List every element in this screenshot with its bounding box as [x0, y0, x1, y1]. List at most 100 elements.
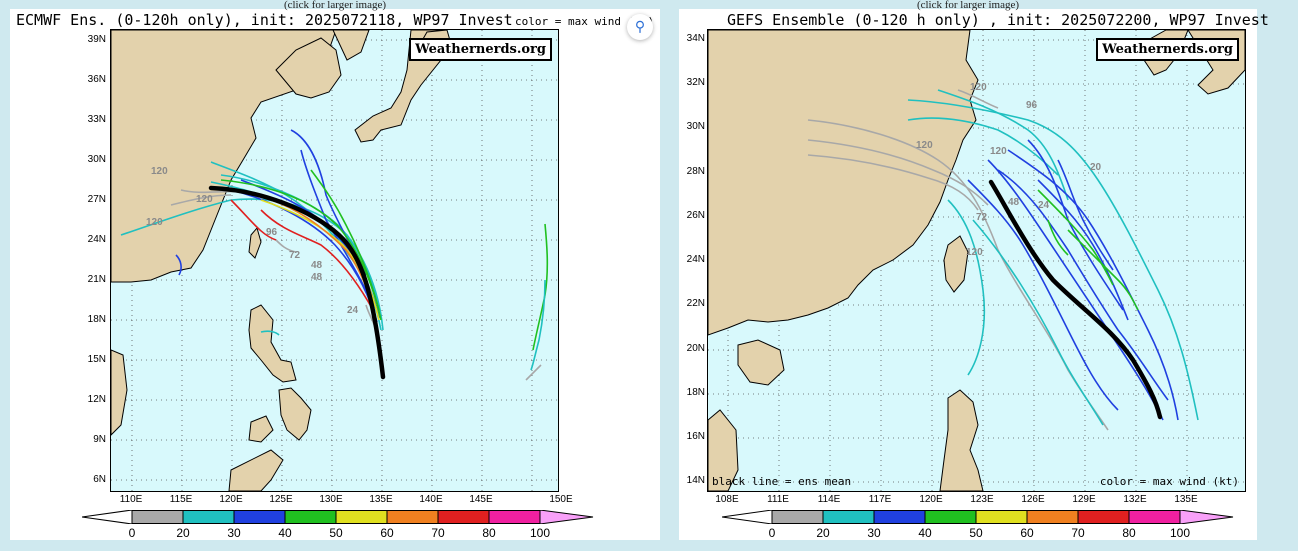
gefs-map-graphic: 120 96 120 120 72 48 24 20 120	[708, 30, 1245, 491]
ecmwf-ens-mean-track	[208, 185, 386, 380]
gefs-caption[interactable]: (click for larger image)	[916, 0, 1020, 11]
ecmwf-land	[111, 30, 452, 491]
ecmwf-map[interactable]: 120 120 120 96 72 48 48 24 Weathernerds.…	[110, 29, 559, 492]
colorbar-swatch	[771, 510, 824, 524]
lat-label: 26N	[686, 210, 705, 221]
ecmwf-color-note: color = max wind (kt)	[515, 15, 655, 28]
colorbar-swatch	[284, 510, 337, 524]
lat-label: 14N	[686, 475, 705, 486]
gefs-hour-label: 96	[1026, 100, 1038, 111]
lat-label: 39N	[87, 34, 106, 45]
ecmwf-caption[interactable]: (click for larger image)	[283, 0, 387, 11]
lat-label: 33N	[87, 114, 106, 125]
gefs-ens-mean-track	[988, 179, 1163, 420]
lon-label: 145E	[469, 494, 493, 505]
colorbar-swatch	[924, 510, 977, 524]
gefs-land	[708, 30, 1245, 491]
lat-label: 32N	[686, 77, 705, 88]
colorbar-label: 0	[128, 526, 136, 540]
ecmwf-map-graphic: 120 120 120 96 72 48 48 24	[111, 30, 558, 491]
colorbar-label: 20	[176, 526, 190, 540]
ecmwf-hour-label: 96	[266, 227, 278, 238]
ecmwf-hour-label: 120	[196, 194, 213, 205]
colorbar-label: 60	[1020, 526, 1034, 540]
lon-label: 150E	[549, 494, 573, 505]
gefs-hour-label: 48	[1008, 197, 1020, 208]
colorbar-label: 40	[918, 526, 932, 540]
gefs-legend-note: black line = ens mean	[712, 475, 852, 488]
colorbar-label: 70	[1071, 526, 1085, 540]
colorbar-label: 80	[482, 526, 496, 540]
gefs-watermark: Weathernerds.org	[1096, 38, 1239, 61]
lon-label: 140E	[419, 494, 443, 505]
lat-label: 30N	[87, 154, 106, 165]
lon-label: 135E	[1174, 494, 1198, 505]
lat-label: 24N	[686, 254, 705, 265]
colorbar-label: 70	[431, 526, 445, 540]
ecmwf-hour-label: 48	[311, 272, 323, 283]
colorbar-label: 80	[1122, 526, 1136, 540]
lat-label: 36N	[87, 74, 106, 85]
colorbar-swatch	[335, 510, 388, 524]
ecmwf-hour-label: 72	[289, 250, 301, 261]
colorbar-label: 60	[380, 526, 394, 540]
colorbar-swatch	[233, 510, 286, 524]
gefs-map[interactable]: 120 96 120 120 72 48 24 20 120 Weatherne…	[707, 29, 1246, 492]
gefs-hour-label: 72	[976, 212, 988, 223]
colorbar-swatch	[488, 510, 541, 524]
ecmwf-colorbar	[82, 510, 594, 524]
ecmwf-hour-labels: 120 120 120 96 72 48 48 24	[146, 166, 359, 316]
gefs-hour-label: 120	[990, 146, 1007, 157]
colorbar-swatch	[437, 510, 490, 524]
lon-label: 117E	[868, 494, 892, 505]
colorbar-label: 0	[768, 526, 776, 540]
ecmwf-hour-label: 48	[311, 260, 323, 271]
gefs-hour-labels: 120 96 120 120 72 48 24 20 120	[916, 82, 1102, 258]
ecmwf-hour-label: 120	[151, 166, 168, 177]
colorbar-label: 30	[227, 526, 241, 540]
colorbar-label: 100	[1169, 526, 1191, 540]
lon-label: 120E	[919, 494, 943, 505]
lat-label: 15N	[87, 354, 106, 365]
colorbar-label: 50	[329, 526, 343, 540]
ecmwf-hour-label: 24	[347, 305, 359, 316]
colorbar-swatch	[1026, 510, 1079, 524]
gefs-hour-label: 120	[970, 82, 987, 93]
lat-label: 18N	[686, 387, 705, 398]
lon-label: 110E	[119, 494, 143, 505]
ecmwf-panel[interactable]: (click for larger image) ECMWF Ens. (0-1…	[10, 0, 660, 540]
colorbar-swatch	[873, 510, 926, 524]
lat-label: 16N	[686, 431, 705, 442]
colorbar-label: 40	[278, 526, 292, 540]
lon-label: 126E	[1021, 494, 1045, 505]
lat-label: 27N	[87, 194, 106, 205]
colorbar-swatch	[386, 510, 439, 524]
ecmwf-watermark: Weathernerds.org	[409, 38, 552, 61]
lon-label: 115E	[169, 494, 193, 505]
colorbar-swatch	[131, 510, 184, 524]
lat-label: 30N	[686, 121, 705, 132]
ecmwf-hour-label: 120	[146, 217, 163, 228]
lon-label: 135E	[369, 494, 393, 505]
colorbar-label: 20	[816, 526, 830, 540]
colorbar-label: 100	[529, 526, 551, 540]
lat-label: 9N	[93, 434, 106, 445]
lat-label: 21N	[87, 274, 106, 285]
lat-label: 12N	[87, 394, 106, 405]
colorbar-swatch	[1128, 510, 1181, 524]
gefs-colorbar	[722, 510, 1234, 524]
lon-label: 123E	[970, 494, 994, 505]
gefs-member-tracks	[807, 89, 1199, 431]
lat-label: 34N	[686, 33, 705, 44]
gefs-title: GEFS Ensemble (0-120 h only) , init: 202…	[727, 11, 1269, 29]
colorbar-swatch	[182, 510, 235, 524]
lat-label: 18N	[87, 314, 106, 325]
lat-label: 28N	[686, 166, 705, 177]
gefs-panel[interactable]: (click for larger image) GEFS Ensemble (…	[679, 0, 1269, 540]
lon-label: 111E	[767, 494, 789, 505]
ecmwf-title: ECMWF Ens. (0-120h only), init: 20250721…	[16, 11, 513, 29]
gefs-hour-label: 120	[916, 140, 933, 151]
lon-label: 114E	[817, 494, 841, 505]
lat-label: 24N	[87, 234, 106, 245]
visual-search-icon[interactable]: ⚲	[627, 14, 653, 40]
